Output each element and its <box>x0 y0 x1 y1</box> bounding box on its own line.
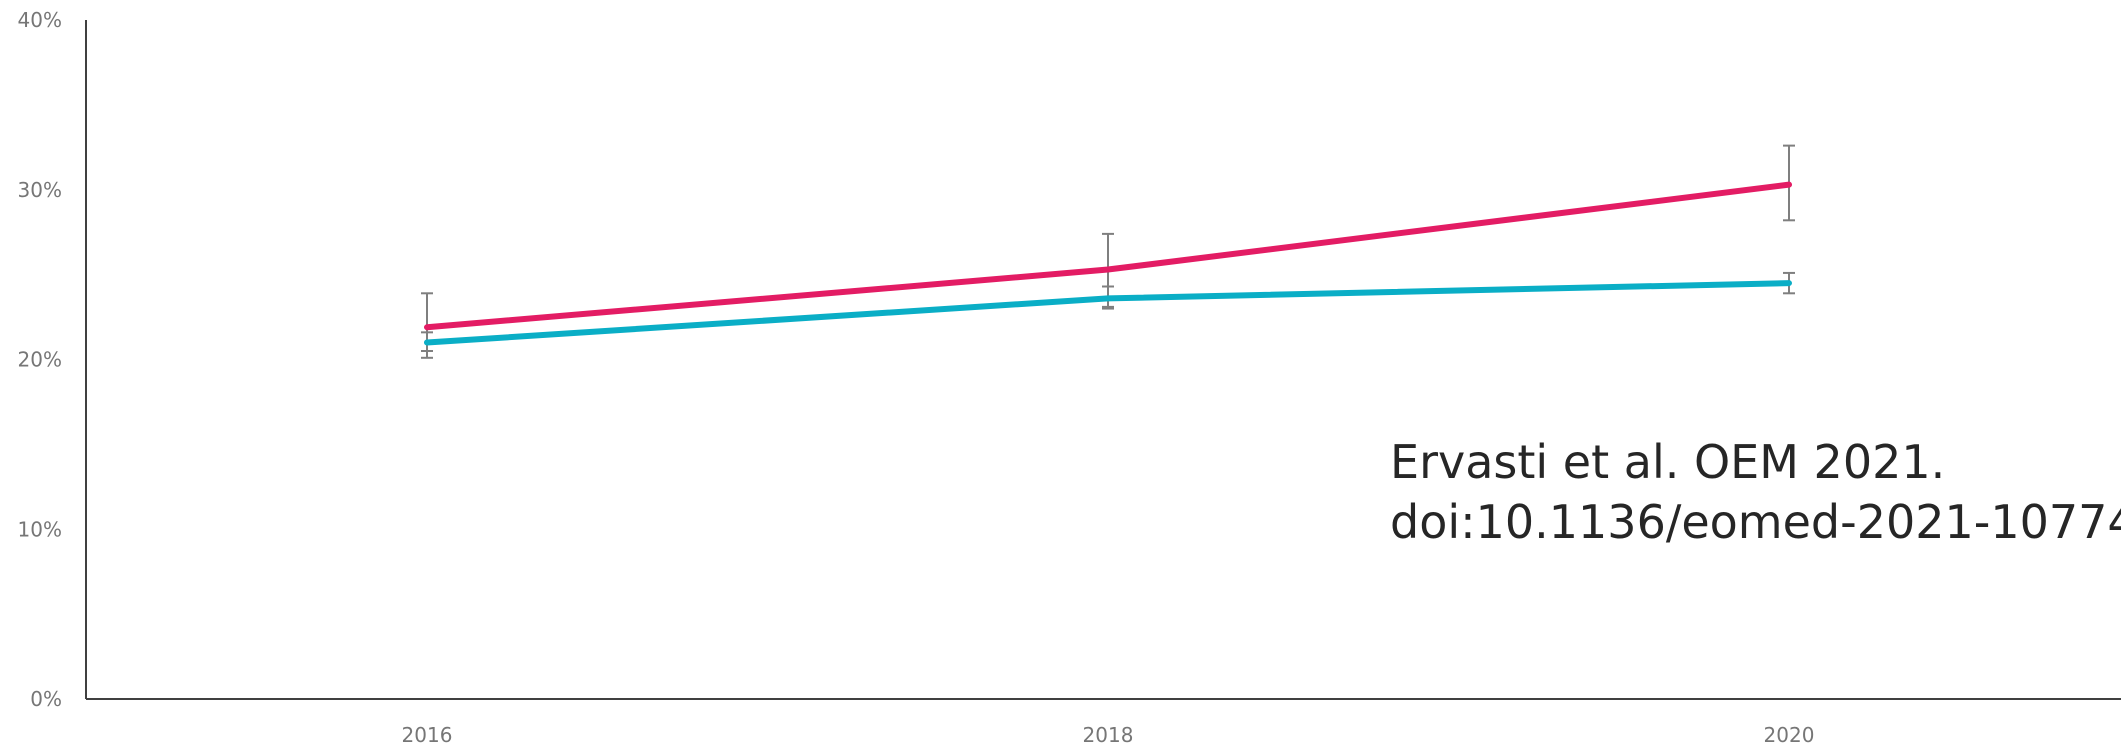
y-tick-label: 20% <box>18 348 62 372</box>
y-tick-label: 40% <box>18 8 62 32</box>
series-line-1 <box>424 181 1792 331</box>
series-line-2 <box>424 280 1792 346</box>
y-tick-label: 0% <box>30 687 62 711</box>
x-tick-label: 2016 <box>402 723 453 746</box>
x-tick-label: 2018 <box>1083 723 1134 746</box>
y-tick-label: 10% <box>18 517 62 541</box>
citation-line-2: doi:10.1136/eomed-2021-107745 <box>1390 495 2121 549</box>
y-tick-label: 30% <box>18 178 62 202</box>
citation-annotation: Ervasti et al. OEM 2021. doi:10.1136/eom… <box>1390 432 2121 552</box>
citation-line-1: Ervasti et al. OEM 2021. <box>1390 435 1946 489</box>
x-tick-label: 2020 <box>1764 723 1815 746</box>
